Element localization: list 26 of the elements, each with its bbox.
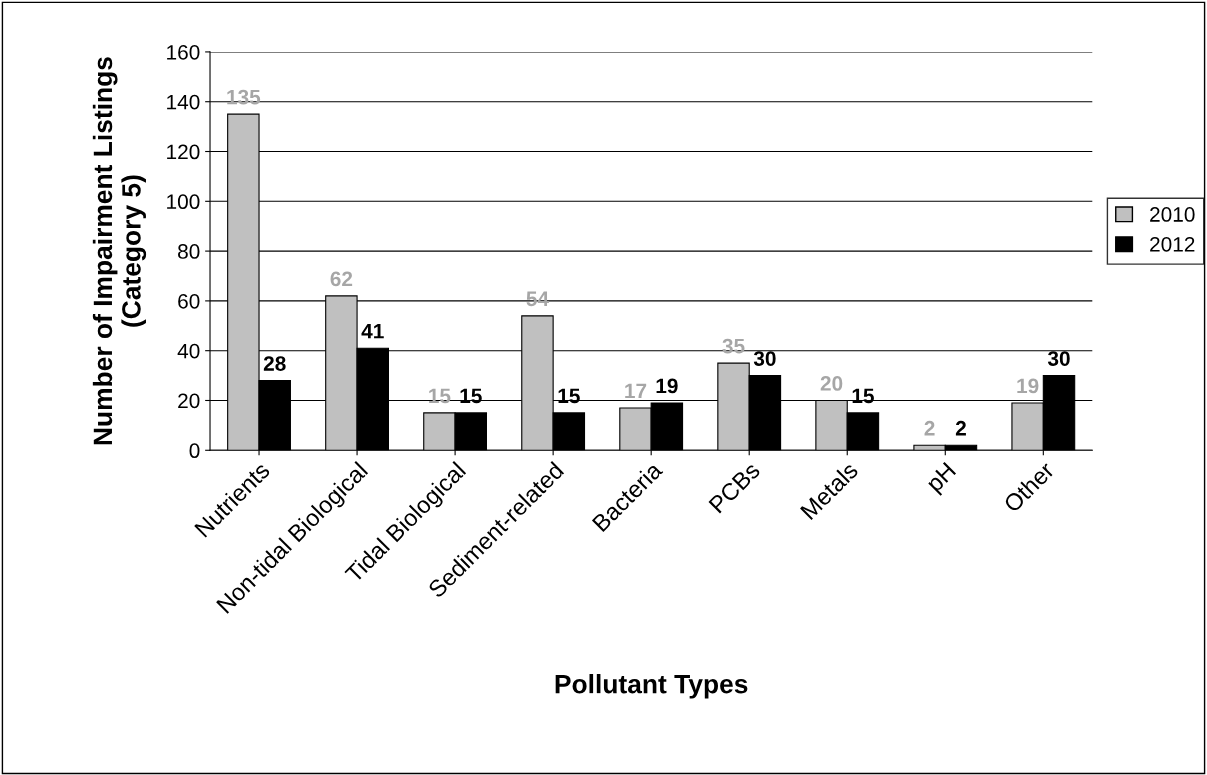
legend-label: 2012 (1150, 236, 1195, 252)
y-tick-label: 0 (189, 443, 200, 459)
legend-label: 2010 (1150, 207, 1195, 222)
data-label: 28 (263, 356, 286, 371)
y-axis-title: Number of Impairment Listings (Category 5) (92, 57, 147, 445)
data-label: 30 (753, 351, 776, 366)
data-label: 2 (924, 420, 935, 436)
y-tick-label: 120 (167, 144, 200, 160)
y-tick-label: 160 (167, 44, 200, 60)
y-tick-label: 40 (177, 343, 200, 359)
data-label: 2 (955, 420, 966, 436)
y-tick-label: 20 (178, 393, 200, 409)
x-tick-label: pH (925, 461, 960, 496)
data-label: 15 (429, 388, 451, 404)
y-tick-label: 140 (167, 94, 200, 110)
data-label: 62 (330, 271, 353, 287)
data-label: 17 (625, 383, 647, 399)
y-tick-label: 80 (178, 244, 200, 259)
data-label: 30 (1047, 351, 1070, 366)
data-label: 19 (656, 378, 678, 394)
y-tick-label: 100 (167, 194, 200, 210)
data-label: 20 (820, 376, 843, 391)
x-axis-title: Pollutant Types (555, 674, 748, 699)
y-tick-label: 60 (178, 293, 200, 309)
data-label: 41 (361, 323, 384, 339)
data-label: 19 (1017, 378, 1039, 394)
